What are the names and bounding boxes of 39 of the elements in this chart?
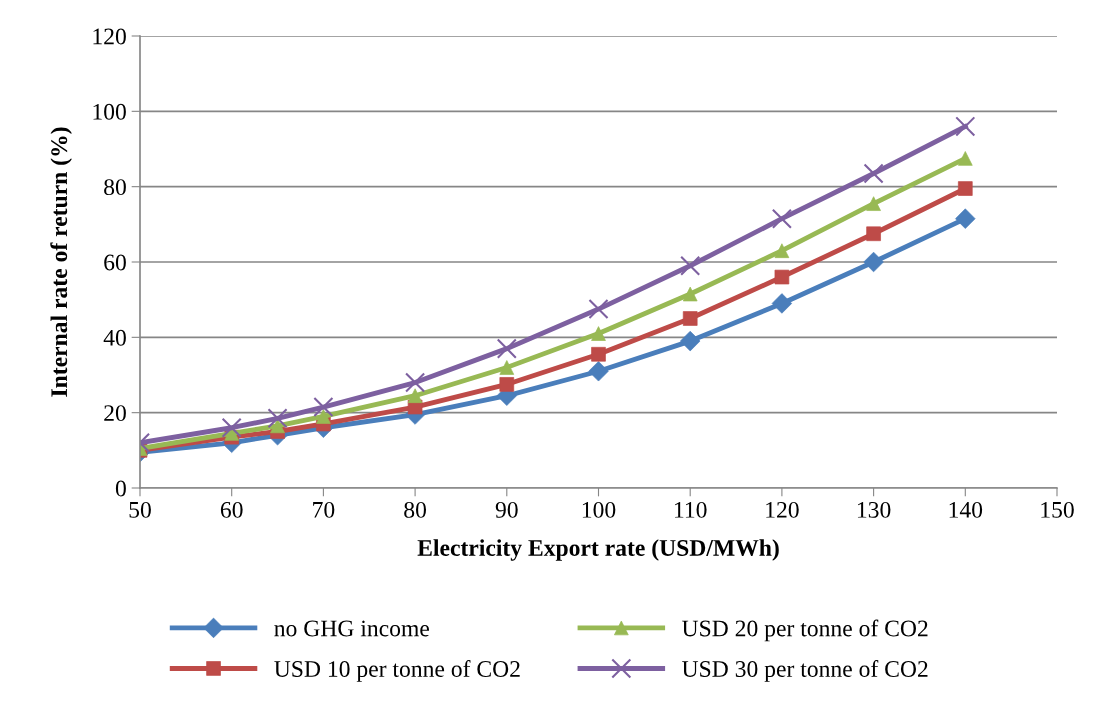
- point: [955, 208, 976, 229]
- point: [405, 372, 426, 393]
- point: [313, 396, 334, 418]
- point: [863, 163, 884, 184]
- y-tick-label: 80: [104, 179, 126, 196]
- x-tick-label: 100: [582, 501, 616, 518]
- legend-label: USD 10 per tonne of CO2: [274, 660, 520, 682]
- x-tick-label: 60: [220, 501, 243, 518]
- point: [588, 299, 609, 320]
- point: [863, 251, 884, 273]
- x-tick-label: 130: [857, 501, 891, 518]
- point: [955, 116, 976, 137]
- legend-label: USD 20 per tonne of CO2: [682, 619, 928, 642]
- x-axis-title: Electricity Export rate (USD/MWh): [417, 539, 779, 561]
- point: [267, 408, 288, 429]
- x-tick-label: 140: [949, 501, 983, 518]
- legend-label: USD 30 per tonne of CO2: [682, 660, 928, 682]
- legend-label: no GHG income: [274, 620, 429, 637]
- point: [680, 330, 701, 352]
- point: [771, 293, 793, 314]
- y-tick-label: 0: [115, 480, 126, 497]
- x-tick-label: 150: [1041, 501, 1074, 518]
- x-tick-label: 120: [766, 501, 799, 518]
- y-tick-label: 120: [93, 28, 126, 45]
- y-tick-label: 60: [104, 254, 126, 271]
- x-tick-label: 80: [404, 501, 427, 518]
- x-tick-label: 70: [313, 501, 335, 518]
- point: [499, 377, 515, 392]
- y-axis-title: Internal rate of return (%): [50, 127, 72, 397]
- x-tick-label: 90: [495, 501, 518, 518]
- point: [496, 338, 517, 359]
- y-tick-label: 20: [104, 405, 126, 422]
- point: [221, 417, 242, 438]
- y-tick-label: 40: [103, 329, 126, 346]
- x-tick-label: 110: [675, 501, 707, 518]
- point: [680, 255, 701, 276]
- y-tick-label: 100: [93, 103, 126, 120]
- x-tick-label: 50: [129, 501, 151, 518]
- point: [771, 208, 792, 229]
